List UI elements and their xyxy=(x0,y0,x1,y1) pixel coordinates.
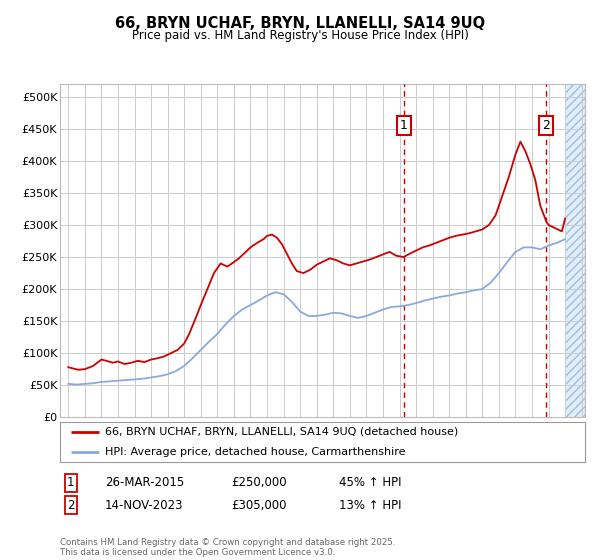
Text: 26-MAR-2015: 26-MAR-2015 xyxy=(105,476,184,489)
Text: £250,000: £250,000 xyxy=(231,476,287,489)
Text: HPI: Average price, detached house, Carmarthenshire: HPI: Average price, detached house, Carm… xyxy=(104,447,405,457)
Text: 14-NOV-2023: 14-NOV-2023 xyxy=(105,498,184,512)
Text: 2: 2 xyxy=(67,498,74,512)
Text: 45% ↑ HPI: 45% ↑ HPI xyxy=(339,476,401,489)
Text: Price paid vs. HM Land Registry's House Price Index (HPI): Price paid vs. HM Land Registry's House … xyxy=(131,29,469,42)
Text: 66, BRYN UCHAF, BRYN, LLANELLI, SA14 9UQ: 66, BRYN UCHAF, BRYN, LLANELLI, SA14 9UQ xyxy=(115,16,485,31)
Text: 2: 2 xyxy=(542,119,550,132)
Text: 66, BRYN UCHAF, BRYN, LLANELLI, SA14 9UQ (detached house): 66, BRYN UCHAF, BRYN, LLANELLI, SA14 9UQ… xyxy=(104,427,458,437)
Bar xyxy=(565,84,600,417)
Text: 13% ↑ HPI: 13% ↑ HPI xyxy=(339,498,401,512)
Text: Contains HM Land Registry data © Crown copyright and database right 2025.
This d: Contains HM Land Registry data © Crown c… xyxy=(60,538,395,557)
Text: 1: 1 xyxy=(400,119,407,132)
Text: 1: 1 xyxy=(67,476,74,489)
Text: £305,000: £305,000 xyxy=(231,498,287,512)
